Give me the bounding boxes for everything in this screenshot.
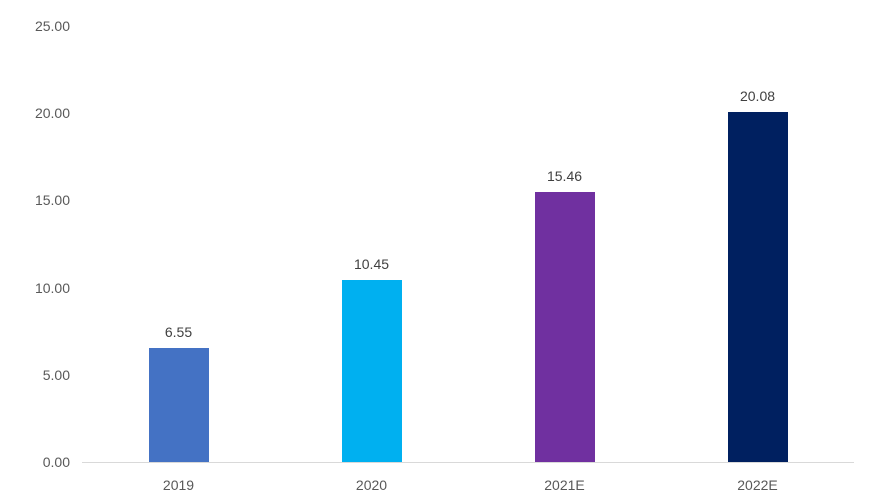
x-axis-line (82, 462, 854, 463)
y-tick-label: 15.00 (34, 192, 70, 209)
y-tick-label: 10.00 (34, 279, 70, 296)
bar-value-label: 20.08 (739, 87, 776, 104)
x-category-label: 2021E (544, 477, 585, 493)
y-tick-label: 5.00 (42, 366, 70, 383)
y-tick-label: 0.00 (42, 454, 70, 470)
x-category-label: 2020 (355, 477, 388, 493)
bar-2019 (148, 347, 209, 462)
bar-2021E (534, 192, 595, 462)
bar-2020 (341, 279, 402, 462)
bar-value-label: 6.55 (164, 323, 193, 340)
x-category-label: 2022E (737, 477, 778, 493)
bar-value-label: 15.46 (546, 168, 583, 185)
bar-2022E (727, 111, 788, 462)
bar-value-label: 10.45 (353, 255, 390, 272)
x-category-label: 2019 (162, 477, 195, 493)
y-tick-label: 25.00 (34, 18, 70, 34)
y-tick-label: 20.00 (34, 105, 70, 122)
